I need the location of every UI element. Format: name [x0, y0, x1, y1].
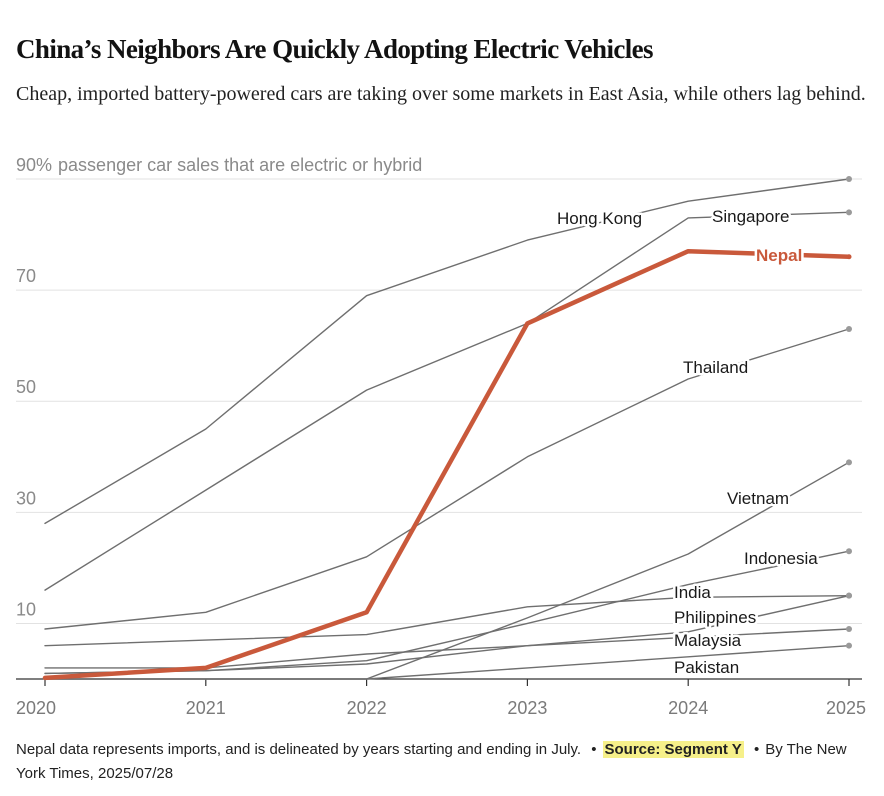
- x-tick-label: 2020: [16, 698, 56, 718]
- series-label-hong-kong: Hong Kong: [557, 209, 642, 228]
- series-label-thailand: Thailand: [683, 358, 748, 377]
- label-halo-indonesia: Indonesia: [744, 549, 818, 568]
- x-tick-label: 2025: [826, 698, 866, 718]
- label-halo-hong-kong: Hong Kong: [557, 209, 642, 228]
- endpoint-dot-nepal: [846, 254, 852, 260]
- series-lines: [42, 176, 852, 681]
- chart-title: China’s Neighbors Are Quickly Adopting E…: [16, 34, 654, 64]
- y-axis-title: passenger car sales that are electric or…: [58, 155, 422, 175]
- x-tick-label: 2021: [186, 698, 226, 718]
- endpoint-dot-indonesia: [846, 548, 852, 555]
- y-tick-label: 10: [16, 599, 36, 619]
- endpoint-dot-singapore: [846, 209, 852, 216]
- grid-lines: [16, 178, 862, 624]
- label-halo-vietnam: Vietnam: [727, 489, 789, 508]
- x-axis: 2020 2021 2022 2023 2024 2025: [16, 678, 866, 718]
- series-line-pakistan: [44, 645, 850, 680]
- series-label-nepal: Nepal: [756, 246, 802, 265]
- source-label: Source: Segment Y: [602, 741, 744, 758]
- footnote-text: Nepal data represents imports, and is de…: [16, 741, 582, 758]
- series-label-vietnam: Vietnam: [727, 489, 789, 508]
- series-label-india: India: [674, 583, 711, 602]
- series-label-pakistan: Pakistan: [674, 658, 739, 677]
- endpoint-dot-hong-kong: [846, 176, 852, 182]
- x-tick-label: 2023: [507, 698, 547, 718]
- endpoint-dot-malaysia: [846, 626, 852, 632]
- label-halo-india: India: [674, 583, 711, 602]
- chart-subtitle: Cheap, imported battery-powered cars are…: [16, 83, 866, 105]
- x-tick-label: 2022: [347, 698, 387, 718]
- label-halo-philippines: Philippines: [674, 608, 756, 627]
- series-line-thailand: [44, 328, 850, 630]
- bullet-separator: •: [591, 741, 597, 758]
- x-tick-label: 2024: [668, 698, 708, 718]
- label-halo-thailand: Thailand: [683, 358, 748, 377]
- series-label-philippines: Philippines: [674, 608, 756, 627]
- endpoint-dot-philippines: [846, 592, 852, 599]
- line-chart: 10 30 50 70 90% passenger car sales that are …: [16, 155, 866, 718]
- series-label-malaysia: Malaysia: [674, 631, 742, 650]
- label-halo-pakistan: Pakistan: [674, 658, 739, 677]
- series-label-singapore: Singapore: [712, 207, 790, 226]
- bullet-separator: •: [753, 741, 760, 758]
- series-line-nepal: [42, 248, 852, 681]
- label-halo-nepal: Nepal: [756, 246, 802, 265]
- y-tick-label: 70: [16, 266, 36, 286]
- footnote: Nepal data represents imports, and is de…: [16, 738, 876, 786]
- y-axis-ticks: 10 30 50 70 90% passenger car sales that are …: [16, 155, 422, 619]
- endpoint-dot-vietnam: [846, 459, 852, 466]
- endpoint-dot-thailand: [846, 326, 852, 332]
- y-tick-label: 90% passenger car sales that are electric…: [16, 155, 422, 175]
- series-label-indonesia: Indonesia: [744, 549, 818, 568]
- endpoint-dot-pakistan: [846, 642, 852, 649]
- label-halo-malaysia: Malaysia: [674, 631, 742, 650]
- y-tick-label: 30: [16, 488, 36, 508]
- series-line-india: [44, 595, 850, 647]
- label-halo-singapore: Singapore: [712, 207, 790, 226]
- y-tick-label: 50: [16, 377, 36, 397]
- series-line-hong-kong: [44, 178, 850, 525]
- series-line-singapore: [44, 211, 850, 591]
- credit-line: By The New York Times, 2025/07/28: [16, 741, 847, 782]
